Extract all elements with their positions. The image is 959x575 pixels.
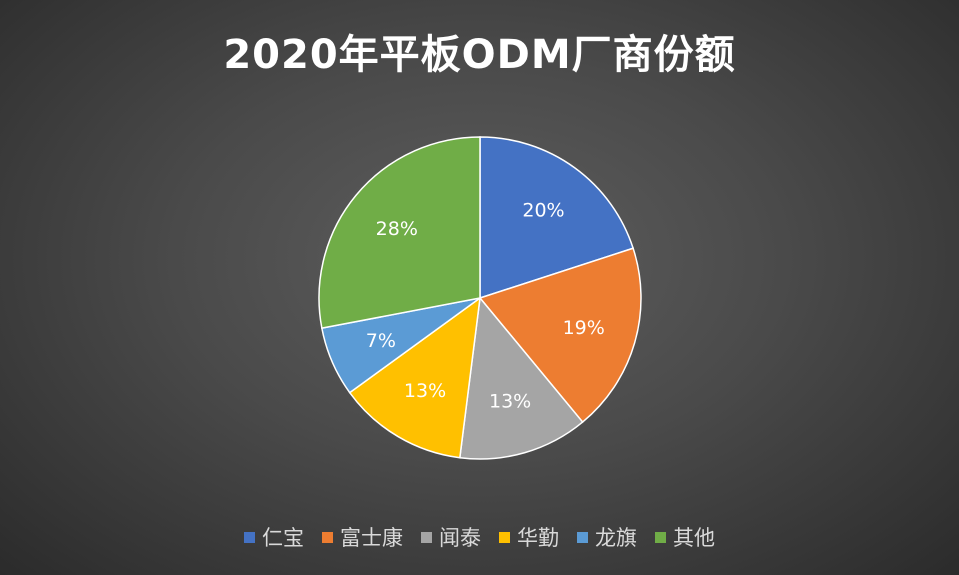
- legend-label: 华勤: [517, 526, 559, 550]
- legend-item-5: 龙旗: [577, 522, 637, 552]
- legend-swatch: [577, 531, 588, 543]
- data-label-4: 13%: [404, 380, 446, 402]
- legend-item-6: 其他: [655, 522, 715, 552]
- legend-label: 富士康: [340, 526, 403, 550]
- pie-slice-2: [478, 247, 642, 424]
- data-label-6: 28%: [376, 218, 418, 240]
- data-label-1: 20%: [522, 200, 564, 222]
- pie-slice-4: [348, 296, 481, 459]
- legend-label: 其他: [673, 526, 715, 550]
- legend-item-4: 华勤: [499, 522, 559, 552]
- legend-swatch: [655, 531, 666, 543]
- data-label-2: 19%: [563, 317, 605, 339]
- legend-item-3: 闻泰: [421, 522, 481, 552]
- legend-swatch: [244, 531, 255, 543]
- data-label-5: 7%: [366, 330, 396, 352]
- legend-label: 龙旗: [595, 526, 637, 550]
- pie-slice-1: [479, 136, 635, 300]
- legend-label: 仁宝: [262, 526, 304, 550]
- legend-item-2: 富士康: [322, 522, 403, 552]
- pie-slice-6: [318, 136, 481, 330]
- legend-swatch: [499, 531, 510, 543]
- chart-title: 2020年平板ODM厂商份额: [223, 32, 736, 78]
- legend-swatch: [322, 531, 333, 543]
- data-label-3: 13%: [489, 391, 531, 413]
- chart-legend: 仁宝 富士康 闻泰 华勤 龙旗 其他: [0, 522, 959, 552]
- legend-item-1: 仁宝: [244, 522, 304, 552]
- legend-label: 闻泰: [439, 526, 481, 550]
- legend-swatch: [421, 531, 432, 543]
- pie-slice-3: [458, 296, 584, 460]
